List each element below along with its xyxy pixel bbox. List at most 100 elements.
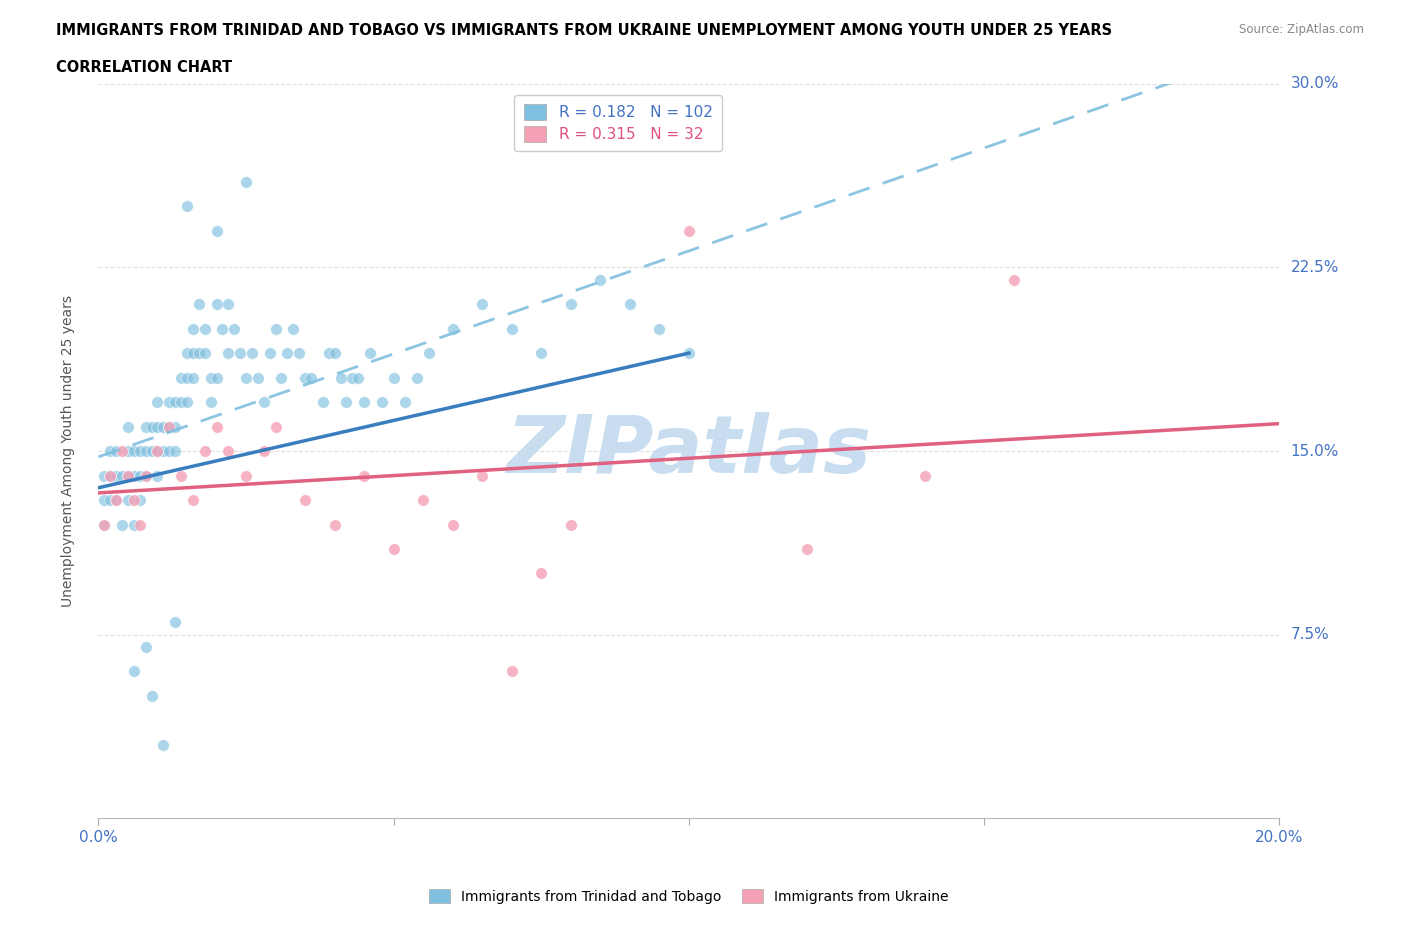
Point [224, 321, 246, 336]
Legend: Immigrants from Trinidad and Tobago, Immigrants from Ukraine: Immigrants from Trinidad and Tobago, Imm… [423, 884, 955, 910]
Point [205, 419, 228, 434]
Point [93, 517, 115, 532]
Point [371, 394, 394, 409]
Point [98, 493, 121, 508]
Point [294, 493, 316, 508]
Point [117, 493, 139, 508]
Text: CORRELATION CHART: CORRELATION CHART [56, 60, 232, 75]
Point [98, 444, 121, 458]
Point [146, 468, 169, 483]
Point [93, 468, 115, 483]
Point [353, 394, 375, 409]
Point [152, 419, 174, 434]
Point [117, 468, 139, 483]
Point [406, 370, 429, 385]
Point [187, 297, 209, 312]
Point [122, 493, 145, 508]
Point [176, 199, 198, 214]
Point [205, 370, 228, 385]
Point [312, 394, 335, 409]
Point [181, 346, 204, 361]
Point [181, 321, 204, 336]
Point [200, 394, 222, 409]
Point [135, 640, 157, 655]
Point [170, 370, 193, 385]
Point [359, 346, 381, 361]
Point [205, 223, 228, 238]
Point [471, 468, 494, 483]
Point [382, 541, 405, 556]
Text: 30.0%: 30.0% [1291, 76, 1339, 91]
Point [217, 444, 239, 458]
Text: IMMIGRANTS FROM TRINIDAD AND TOBAGO VS IMMIGRANTS FROM UKRAINE UNEMPLOYMENT AMON: IMMIGRANTS FROM TRINIDAD AND TOBAGO VS I… [56, 23, 1112, 38]
Point [122, 664, 145, 679]
Point [105, 493, 128, 508]
Point [530, 566, 553, 581]
Point [128, 444, 150, 458]
Point [165, 615, 187, 630]
Text: 15.0%: 15.0% [1291, 444, 1339, 458]
Point [412, 493, 434, 508]
Point [560, 297, 582, 312]
Point [146, 444, 169, 458]
Point [181, 370, 204, 385]
Point [294, 370, 316, 385]
Point [146, 419, 169, 434]
Point [165, 394, 187, 409]
Point [530, 346, 553, 361]
Point [205, 297, 228, 312]
Point [135, 468, 157, 483]
Text: ZIPatlas: ZIPatlas [506, 412, 872, 490]
Point [914, 468, 936, 483]
Point [135, 468, 157, 483]
Point [283, 321, 305, 336]
Point [471, 297, 494, 312]
Point [235, 370, 257, 385]
Point [105, 444, 128, 458]
Point [200, 370, 222, 385]
Point [235, 174, 257, 189]
Text: 22.5%: 22.5% [1291, 259, 1339, 275]
Point [217, 297, 239, 312]
Point [441, 517, 464, 532]
Point [329, 370, 352, 385]
Point [117, 444, 139, 458]
Point [194, 444, 217, 458]
Point [122, 468, 145, 483]
Point [135, 444, 157, 458]
Point [105, 468, 128, 483]
Point [648, 321, 671, 336]
Point [111, 468, 134, 483]
Point [382, 370, 405, 385]
Point [157, 394, 180, 409]
Point [157, 419, 180, 434]
Point [141, 688, 163, 703]
Point [194, 321, 217, 336]
Point [229, 346, 252, 361]
Point [1002, 272, 1025, 287]
Point [217, 346, 239, 361]
Point [176, 346, 198, 361]
Point [259, 346, 281, 361]
Point [276, 346, 298, 361]
Point [194, 346, 217, 361]
Point [128, 493, 150, 508]
Point [235, 468, 257, 483]
Point [152, 737, 174, 752]
Point [98, 468, 121, 483]
Point [318, 346, 340, 361]
Point [240, 346, 263, 361]
Point [353, 468, 375, 483]
Point [347, 370, 370, 385]
Point [146, 394, 169, 409]
Point [501, 664, 523, 679]
Point [335, 394, 357, 409]
Point [141, 419, 163, 434]
Point [111, 517, 134, 532]
Point [93, 493, 115, 508]
Point [246, 370, 269, 385]
Point [128, 517, 150, 532]
Point [93, 517, 115, 532]
Point [264, 321, 287, 336]
Point [122, 517, 145, 532]
